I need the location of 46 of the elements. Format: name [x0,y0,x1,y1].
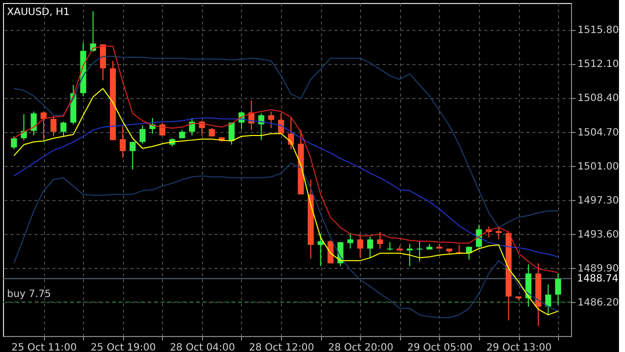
candlestick [258,112,264,141]
line-series [13,56,559,228]
y-tick-label: 1497.30 [578,195,619,206]
candlestick [328,240,334,264]
candlestick [228,122,235,146]
candlestick [357,234,364,258]
y-tick-label: 1504.70 [578,127,619,138]
candlestick [416,240,423,262]
y-tick-label: 1512.10 [578,59,619,70]
candlestick [159,122,166,136]
candlestick [140,124,146,144]
x-tick-label: 28 Oct 04:00 [170,342,236,352]
candlestick [268,111,274,129]
candlestick [496,226,502,240]
candlestick [347,232,354,250]
candlestick [377,232,383,250]
ref-line-label: buy 7.75 [7,288,52,300]
x-tick-label: 29 Oct 13:00 [486,342,552,352]
candlestick [555,272,562,306]
x-tick-label: 25 Oct 11:00 [12,342,77,352]
candlestick [406,244,413,267]
y-tick-label: 1501.00 [578,161,619,172]
candlestick [50,116,57,137]
candlestick [10,136,17,150]
candlestick [100,44,106,81]
x-tick-label: 25 Oct 19:00 [90,342,156,352]
candlestick [130,141,136,170]
x-tick-label: 29 Oct 05:00 [407,342,472,352]
candlestick [60,121,66,137]
y-tick-label: 1515.80 [578,25,619,36]
x-tick-label: 28 Oct 12:00 [248,342,314,352]
candlestick [386,242,393,251]
candlestick [367,236,374,258]
candlestick [545,284,552,316]
x-tick-label: 28 Oct 20:00 [328,342,394,352]
y-tick-label: 1493.60 [578,229,619,240]
y-tick-label: 1508.40 [578,93,619,104]
y-tick-label: 1486.20 [578,297,619,308]
candlestick [120,126,126,158]
chart-title: XAUUSD, H1 [7,7,70,18]
candlestick [318,233,324,267]
candlestick [30,111,37,136]
ref-line-label: 1488.74 [577,274,618,285]
y-tick-label: 1489.90 [578,263,619,274]
candlestick [189,117,196,136]
candlestick [40,111,47,141]
